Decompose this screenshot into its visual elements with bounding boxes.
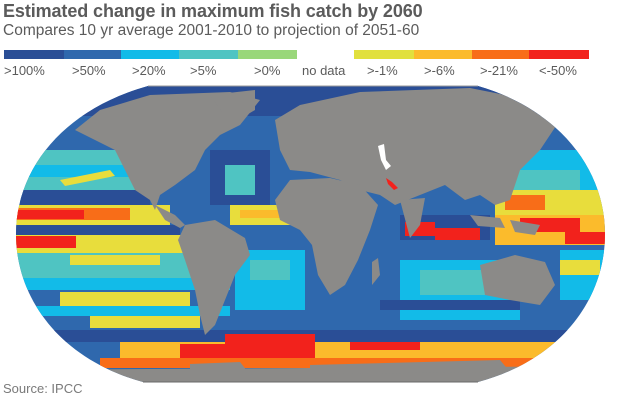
legend-swatch: [354, 50, 414, 59]
legend-swatch: [179, 50, 238, 59]
legend-label: >20%: [132, 63, 166, 78]
land-layer: [16, 88, 605, 382]
legend-label: >-21%: [480, 63, 518, 78]
legend-swatch: [4, 50, 64, 59]
chart-subtitle: Compares 10 yr average 2001-2010 to proj…: [3, 22, 420, 39]
legend-label: no data: [302, 63, 346, 78]
legend-label: >100%: [4, 63, 45, 78]
legend: >100% >50% >20% >5% >0% no data >-1% >-6% >-21% <…: [0, 50, 624, 80]
legend-swatch: [238, 50, 297, 59]
chart-title: Estimated change in maximum fish catch b…: [3, 1, 423, 21]
legend-label: >0%: [254, 63, 281, 78]
legend-label: >5%: [190, 63, 217, 78]
source-note: Source: IPCC: [3, 381, 83, 396]
legend-label: <-50%: [539, 63, 577, 78]
legend-swatch: [472, 50, 530, 59]
legend-label: >-6%: [424, 63, 455, 78]
legend-label: >-1%: [367, 63, 398, 78]
legend-label: >50%: [72, 63, 106, 78]
world-map: [16, 85, 605, 383]
legend-swatch: [64, 50, 122, 59]
legend-swatch: [529, 50, 589, 59]
ocean-layer: [16, 86, 605, 382]
legend-swatch: [414, 50, 472, 59]
legend-swatch: [121, 50, 179, 59]
